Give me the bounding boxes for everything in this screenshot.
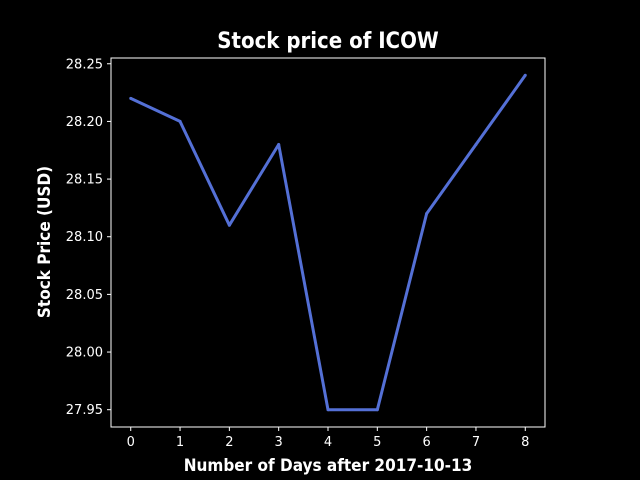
data-point bbox=[474, 142, 478, 146]
y-tick-label: 28.25 bbox=[66, 57, 103, 72]
y-axis-ticks: 27.95 28.00 28.05 28.10 28.15 28.20 28.25 bbox=[66, 57, 111, 418]
data-point bbox=[523, 73, 527, 77]
x-tick-label: 4 bbox=[324, 435, 332, 450]
x-tick-label: 0 bbox=[127, 435, 135, 450]
x-tick-label: 2 bbox=[225, 435, 233, 450]
chart-title: Stock price of ICOW bbox=[217, 29, 439, 54]
plot-area-frame bbox=[110, 57, 546, 428]
x-tick-label: 3 bbox=[275, 435, 283, 450]
y-tick-label: 27.95 bbox=[66, 403, 103, 418]
y-axis-label: Stock Price (USD) bbox=[35, 166, 55, 318]
data-point bbox=[277, 142, 281, 146]
x-tick-label: 5 bbox=[373, 435, 381, 450]
x-tick-label: 8 bbox=[521, 435, 529, 450]
series-line bbox=[130, 74, 527, 412]
x-tick-label: 6 bbox=[422, 435, 430, 450]
data-point bbox=[178, 119, 182, 123]
data-point bbox=[227, 223, 231, 227]
y-tick-label: 28.00 bbox=[66, 346, 103, 361]
series-layer bbox=[129, 73, 527, 412]
x-tick-label: 7 bbox=[472, 435, 480, 450]
data-point bbox=[129, 96, 133, 100]
x-axis-label: Number of Days after 2017-10-13 bbox=[184, 456, 473, 476]
x-axis-ticks: 0 1 2 3 4 5 6 7 8 bbox=[127, 427, 529, 450]
data-point bbox=[326, 408, 330, 412]
data-point bbox=[425, 212, 429, 216]
x-tick-label: 1 bbox=[176, 435, 184, 450]
y-tick-label: 28.20 bbox=[66, 115, 103, 130]
y-tick-label: 28.10 bbox=[66, 230, 103, 245]
y-tick-label: 28.05 bbox=[66, 288, 103, 303]
y-tick-label: 28.15 bbox=[66, 173, 103, 188]
data-point bbox=[375, 408, 379, 412]
